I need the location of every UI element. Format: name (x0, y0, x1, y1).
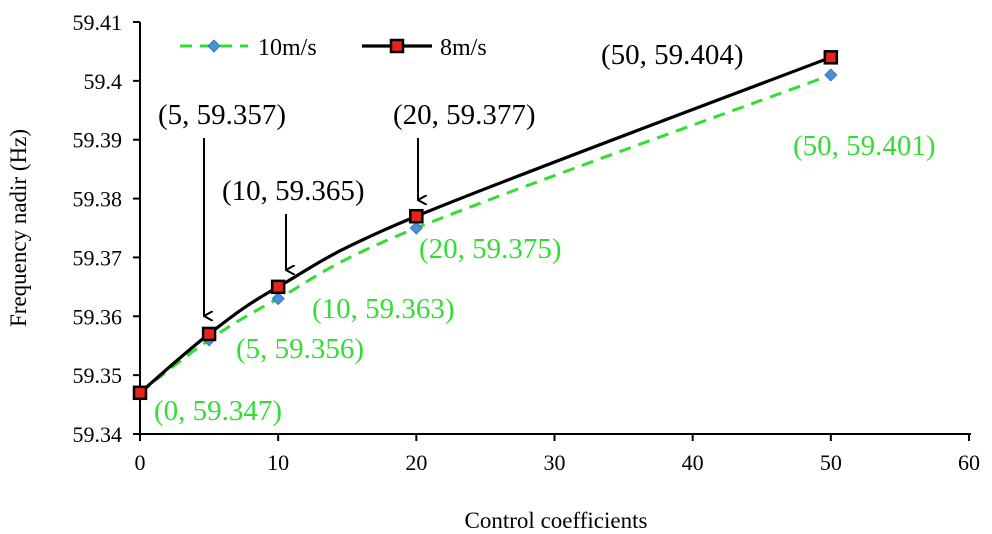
series-line (139, 73, 832, 394)
data-label: (20, 59.375) (419, 233, 562, 265)
data-label: (50, 59.404) (601, 39, 744, 71)
axes: 0 10 20 30 40 50 60 59.34 59.35 59.36 59.37 59.38 59… (73, 10, 981, 475)
data-label: (0, 59.347) (154, 395, 282, 427)
data-point-marker (409, 221, 423, 235)
data-label: (10, 59.365) (222, 175, 365, 207)
data-label: (20, 59.377) (393, 99, 536, 131)
data-point-marker (823, 50, 839, 65)
data-point-marker (409, 208, 424, 224)
y-tick-label: 59.4 (84, 69, 123, 94)
plot-area (132, 50, 839, 401)
legend: 10m/s 8m/s (180, 35, 487, 61)
x-tick-label: 40 (682, 450, 704, 475)
x-tick-label: 10 (267, 450, 289, 475)
data-point-marker (824, 68, 838, 82)
data-label: (5, 59.357) (158, 99, 286, 131)
x-tick-label: 20 (405, 450, 427, 475)
legend-marker (207, 39, 221, 53)
data-point-marker (132, 385, 148, 401)
data-point-marker (201, 326, 217, 342)
y-tick-label: 59.41 (73, 10, 123, 35)
legend-entry-8ms: 8m/s (362, 35, 487, 61)
x-axis-title: Control coefficients (465, 508, 648, 533)
series-8ms (132, 50, 839, 401)
legend-marker (389, 38, 405, 54)
data-point-marker (271, 292, 285, 306)
y-tick-label: 59.34 (73, 422, 123, 447)
legend-entry-10ms: 10m/s (180, 35, 317, 61)
data-label: (5, 59.356) (236, 333, 364, 365)
y-tick-label: 59.36 (73, 304, 123, 329)
data-point-marker (270, 279, 286, 295)
y-tick-label: 59.35 (73, 363, 123, 388)
data-label: (50, 59.401) (793, 130, 936, 162)
y-tick-label: 59.39 (73, 128, 123, 153)
y-tick-label: 59.38 (73, 187, 123, 212)
annotations: (5, 59.357) (10, 59.365) (20, 59.377) (50, … (154, 39, 936, 427)
x-tick-label: 60 (958, 450, 980, 475)
legend-label: 10m/s (258, 35, 317, 61)
x-tick-label: 30 (544, 450, 566, 475)
x-tick-label: 50 (820, 450, 842, 475)
y-tick-label: 59.37 (73, 245, 123, 270)
legend-label: 8m/s (440, 35, 487, 61)
y-axis-title: Frequency nadir (Hz) (6, 129, 31, 327)
x-tick-label: 0 (135, 450, 146, 475)
data-label: (10, 59.363) (312, 293, 455, 325)
